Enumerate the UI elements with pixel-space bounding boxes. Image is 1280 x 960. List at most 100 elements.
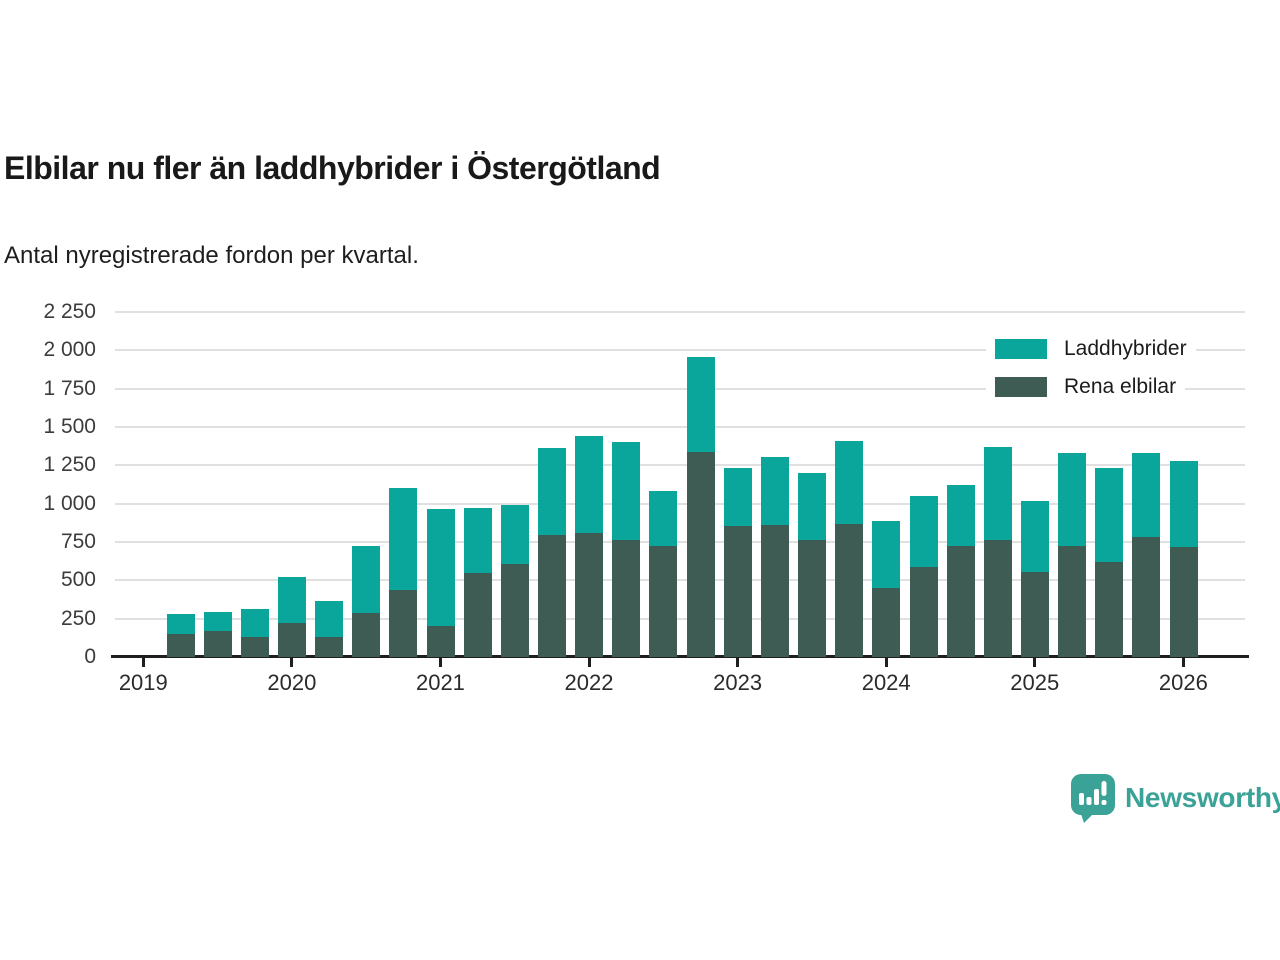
x-tick-label-2026: 2026 [1158, 670, 1208, 695]
bar-segment-2022-q2-rena-elbilar [612, 539, 641, 657]
brand-name: Newsworthy [1125, 782, 1280, 813]
x-tick-2024 [884, 658, 888, 667]
bar-segment-2019-q3-laddhybrider [203, 611, 232, 631]
y-tick-label-250: 250 [60, 606, 96, 630]
legend-item-rena-elbilar: Rena elbilar [986, 373, 1186, 401]
x-tick-label-2021: 2021 [415, 670, 465, 695]
gridline-1250 [115, 464, 1245, 467]
chart-title: Elbilar nu fler än laddhybrider i Österg… [4, 150, 661, 186]
legend-label: Laddhybrider [1064, 337, 1187, 360]
y-tick-label-500: 500 [60, 568, 96, 592]
bar-segment-2022-q4-rena-elbilar [686, 452, 715, 657]
gridline-1500 [115, 426, 1245, 428]
bar-segment-2022-q1-rena-elbilar [575, 532, 604, 657]
y-tick-label-1250: 1 250 [43, 453, 96, 477]
bar-segment-2020-q1-laddhybrider [277, 576, 306, 624]
x-tick-label-2020: 2020 [267, 670, 317, 695]
bar-segment-2024-q4-laddhybrider [983, 446, 1012, 540]
legend-swatch-laddhybrider [995, 339, 1047, 359]
bar-segment-2024-q3-laddhybrider [946, 484, 975, 546]
legend-swatch-rena-elbilar [995, 377, 1047, 397]
bar-segment-2021-q4-rena-elbilar [538, 535, 566, 657]
bar-segment-2023-q2-rena-elbilar [760, 525, 789, 657]
x-tick-2022 [587, 658, 591, 667]
bar-segment-2022-q2-laddhybrider [612, 441, 641, 540]
bar-segment-2023-q4-laddhybrider [835, 440, 864, 525]
bar-segment-2022-q3-rena-elbilar [649, 545, 678, 657]
bar-segment-2020-q4-laddhybrider [389, 487, 418, 590]
bar-segment-2024-q3-rena-elbilar [946, 545, 975, 657]
bar-segment-2025-q3-rena-elbilar [1095, 561, 1124, 657]
gridline-2250 [115, 311, 1245, 313]
x-tick-2020 [290, 658, 294, 667]
bar-segment-2019-q2-laddhybrider [166, 614, 195, 634]
y-tick-label-1000: 1 000 [43, 491, 96, 515]
x-tick-2019 [141, 658, 145, 667]
x-tick-2026 [1181, 658, 1185, 667]
bar-segment-2024-q4-rena-elbilar [983, 539, 1012, 657]
bar-segment-2020-q2-rena-elbilar [315, 637, 344, 657]
legend-label: Rena elbilar [1064, 375, 1177, 398]
gridline-2000 [115, 349, 1245, 352]
bar-segment-2021-q3-rena-elbilar [500, 564, 529, 657]
bar-segment-2022-q3-laddhybrider [649, 491, 678, 546]
gridline-250 [115, 617, 1245, 620]
x-tick-label-2024: 2024 [861, 670, 911, 695]
y-tick-label-2000: 2 000 [43, 338, 96, 362]
x-tick-label-2023: 2023 [713, 670, 763, 695]
y-tick-label-750: 750 [60, 530, 96, 553]
bar-segment-2021-q2-laddhybrider [463, 507, 492, 573]
x-tick-label-2025: 2025 [1010, 670, 1060, 695]
y-axis: 0 250 500 750 1 000 1 250 1 500 1 750 2 000 2 250 [0, 300, 96, 668]
x-axis-line [111, 655, 1249, 658]
x-tick-2025 [1033, 658, 1037, 667]
bar-segment-2024-q2-rena-elbilar [909, 566, 938, 657]
bar-segment-2024-q1-laddhybrider [872, 520, 901, 588]
bar-segment-2025-q4-laddhybrider [1132, 453, 1161, 537]
x-tick-label-2019: 2019 [118, 670, 168, 695]
y-tick-label-0: 0 [84, 645, 96, 668]
bar-segment-2020-q3-rena-elbilar [352, 613, 381, 657]
x-tick-2023 [736, 658, 740, 667]
y-tick-label-2250: 2 250 [43, 300, 96, 323]
bar-segment-2020-q4-rena-elbilar [389, 589, 418, 657]
bar-segment-2025-q1-rena-elbilar [1020, 571, 1049, 657]
bar-segment-2024-q1-rena-elbilar [872, 588, 901, 657]
gridline-1000 [115, 502, 1245, 505]
bar-segment-2021-q3-laddhybrider [500, 505, 529, 565]
y-tick-label-1750: 1 750 [43, 376, 96, 400]
brand-footer: Newsworthy [1070, 773, 1280, 823]
bar-segment-2022-q1-laddhybrider [575, 436, 604, 533]
bar-segment-2023-q4-rena-elbilar [835, 524, 864, 657]
bar-segment-2023-q2-laddhybrider [760, 456, 789, 526]
bar-segment-2020-q1-rena-elbilar [277, 623, 306, 657]
x-tick-label-2022: 2022 [564, 670, 614, 695]
bar-segment-2025-q1-laddhybrider [1020, 501, 1049, 572]
gridline-500 [115, 579, 1245, 582]
bar-segment-2023-q1-laddhybrider [723, 468, 752, 526]
bar-segment-2025-q2-laddhybrider [1058, 453, 1087, 546]
bar-segment-2021-q1-rena-elbilar [426, 625, 455, 657]
bar-segment-2022-q4-laddhybrider [686, 357, 715, 453]
bar-segment-2025-q4-rena-elbilar [1132, 536, 1161, 657]
bar-segment-2019-q3-rena-elbilar [203, 630, 232, 657]
gridline-750 [115, 541, 1245, 543]
bar-segment-2026-q1-rena-elbilar [1169, 546, 1198, 657]
newsworthy-logo-icon [1071, 774, 1115, 823]
bar-segment-2019-q4-rena-elbilar [240, 637, 269, 657]
y-tick-label-1500: 1 500 [43, 415, 96, 438]
plot-area [111, 311, 1249, 667]
bar-segment-2021-q4-laddhybrider [538, 448, 566, 536]
bar-segment-2026-q1-laddhybrider [1169, 460, 1198, 547]
bar-segment-2025-q2-rena-elbilar [1058, 545, 1087, 657]
bar-segment-2019-q2-rena-elbilar [166, 634, 195, 657]
bar-segment-2023-q3-rena-elbilar [798, 540, 827, 657]
chart-subtitle: Antal nyregistrerade fordon per kvartal. [4, 242, 419, 269]
x-tick-2021 [438, 658, 442, 667]
legend-item-laddhybrider: Laddhybrider [986, 335, 1196, 363]
bar-segment-2023-q3-laddhybrider [798, 473, 827, 541]
gridline-1750 [115, 387, 1245, 390]
bar-segment-2020-q2-laddhybrider [315, 601, 344, 638]
bar-segment-2021-q2-rena-elbilar [463, 572, 492, 657]
